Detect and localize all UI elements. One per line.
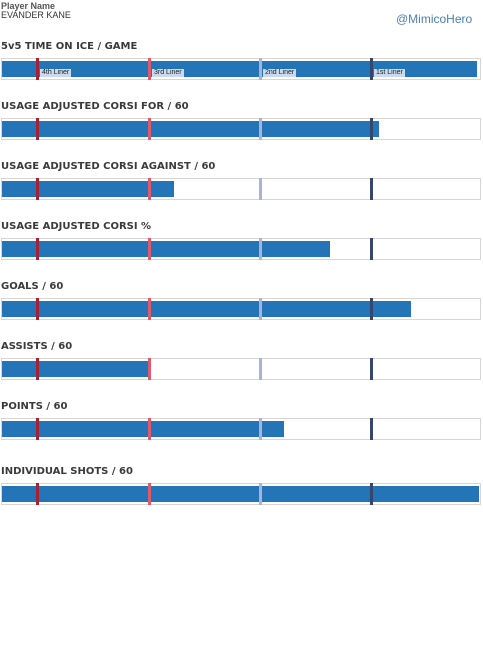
metric-block: GOALS / 60 [0,281,483,323]
tier-marker [259,178,262,200]
metric-track [1,178,481,200]
metric-track [1,238,481,260]
tier-marker [370,178,373,200]
tier-marker [36,418,39,440]
tier-marker [148,418,151,440]
tier-marker [148,118,151,140]
metric-title: 5v5 TIME ON ICE / GAME [1,41,138,52]
metric-bar [2,61,477,77]
metric-bar [2,121,379,137]
metric-bar [2,181,174,197]
tier-label: 3rd Liner [152,69,184,77]
metric-title: INDIVIDUAL SHOTS / 60 [1,466,133,477]
tier-marker [36,118,39,140]
metric-title: POINTS / 60 [1,401,68,412]
metric-title: USAGE ADJUSTED CORSI FOR / 60 [1,101,189,112]
metric-bar [2,301,411,317]
tier-marker [259,483,262,505]
tier-marker [36,298,39,320]
metric-block: ASSISTS / 60 [0,341,483,383]
tier-label: 1st Liner [374,69,405,77]
tier-marker [148,483,151,505]
metric-title: USAGE ADJUSTED CORSI % [1,221,152,232]
tier-marker [36,178,39,200]
twitter-handle: @MimicoHero [396,12,473,26]
metric-bar [2,421,284,437]
metric-title: ASSISTS / 60 [1,341,73,352]
tier-marker [370,483,373,505]
metric-block: 5v5 TIME ON ICE / GAME 4th Liner 3rd Liner… [0,41,483,83]
tier-marker [259,298,262,320]
metric-title: GOALS / 60 [1,281,64,292]
metric-bar [2,486,479,502]
metric-track [1,418,481,440]
tier-marker [370,238,373,260]
tier-marker [148,178,151,200]
tier-marker [370,118,373,140]
metric-track [1,483,481,505]
tier-label: 2nd Liner [263,69,297,77]
tier-marker [148,58,151,80]
tier-marker [370,58,373,80]
metric-block: USAGE ADJUSTED CORSI FOR / 60 [0,101,483,143]
metric-bar [2,241,330,257]
tier-marker [370,418,373,440]
tier-marker [148,298,151,320]
tier-marker [370,358,373,380]
metric-title: USAGE ADJUSTED CORSI AGAINST / 60 [1,161,216,172]
metric-track: 4th Liner 3rd Liner 2nd Liner 1st Liner [1,58,481,80]
tier-marker [370,298,373,320]
tier-marker [259,238,262,260]
player-name-label: Player Name [1,1,56,11]
tier-marker [259,418,262,440]
tier-marker [259,118,262,140]
tier-marker [259,358,262,380]
tier-marker [36,483,39,505]
metric-track [1,118,481,140]
metric-block: USAGE ADJUSTED CORSI % [0,221,483,263]
tier-marker [36,358,39,380]
metric-block: USAGE ADJUSTED CORSI AGAINST / 60 [0,161,483,203]
tier-marker [148,238,151,260]
metric-track [1,298,481,320]
metric-block: POINTS / 60 [0,401,483,443]
tier-marker [36,238,39,260]
tier-marker [259,58,262,80]
tier-label: 4th Liner [40,69,72,77]
metric-bar [2,361,149,377]
tier-marker [148,358,151,380]
tier-marker [36,58,39,80]
metric-block: INDIVIDUAL SHOTS / 60 [0,466,483,508]
player-name: EVANDER KANE [1,10,71,20]
metric-track [1,358,481,380]
